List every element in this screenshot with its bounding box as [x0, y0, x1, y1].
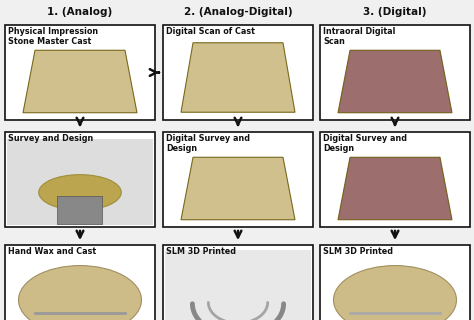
- Text: SLM 3D Printed: SLM 3D Printed: [166, 247, 236, 256]
- Bar: [57, 196, 102, 224]
- Bar: [163, 25, 313, 120]
- Bar: [165, 250, 311, 320]
- Text: Physical Impression
Stone Master Cast: Physical Impression Stone Master Cast: [8, 27, 98, 46]
- Text: SLM 3D Printed: SLM 3D Printed: [323, 247, 393, 256]
- Bar: [5, 132, 155, 227]
- Polygon shape: [23, 50, 137, 113]
- Text: Digital Survey and
Design: Digital Survey and Design: [166, 134, 250, 153]
- Text: 2. (Analog-Digital): 2. (Analog-Digital): [184, 7, 292, 17]
- Polygon shape: [338, 50, 452, 113]
- Polygon shape: [181, 43, 295, 112]
- Polygon shape: [181, 157, 295, 220]
- Bar: [163, 245, 313, 320]
- Text: Digital Survey and
Design: Digital Survey and Design: [323, 134, 407, 153]
- Text: 1. (Analog): 1. (Analog): [47, 7, 113, 17]
- Polygon shape: [338, 157, 452, 220]
- Text: Survey and Design: Survey and Design: [8, 134, 93, 143]
- Bar: [320, 132, 470, 227]
- Text: Hand Wax and Cast: Hand Wax and Cast: [8, 247, 96, 256]
- Bar: [320, 25, 470, 120]
- Ellipse shape: [334, 266, 456, 320]
- Bar: [320, 245, 470, 320]
- Bar: [5, 245, 155, 320]
- Bar: [7, 139, 153, 225]
- Text: Intraoral Digital
Scan: Intraoral Digital Scan: [323, 27, 395, 46]
- Ellipse shape: [18, 266, 142, 320]
- Text: 3. (Digital): 3. (Digital): [363, 7, 427, 17]
- Text: Digital Scan of Cast: Digital Scan of Cast: [166, 27, 255, 36]
- Ellipse shape: [39, 175, 121, 210]
- Bar: [5, 25, 155, 120]
- Bar: [163, 132, 313, 227]
